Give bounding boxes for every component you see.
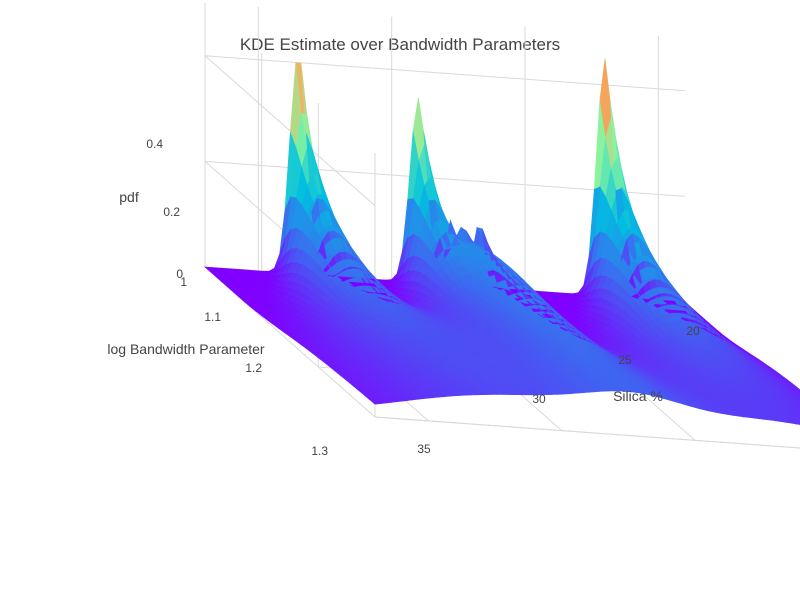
z-tick-label: 0.4 (146, 137, 163, 151)
surface-patch (792, 386, 800, 392)
surface-patch (793, 405, 800, 412)
surface-patch (793, 394, 800, 401)
z-axis-title: pdf (119, 189, 139, 205)
grid-line (374, 416, 800, 449)
x-tick-label: 20 (686, 324, 700, 338)
x-tick-label: 25 (618, 353, 632, 367)
y-tick-label: 1.2 (245, 361, 262, 375)
x-axis-title: Silica % (613, 388, 663, 404)
surface-patch (368, 398, 382, 405)
y-tick-label: 1.3 (311, 444, 328, 458)
y-axis: 1 1.1 1.2 1.3 log Bandwidth Parameter (107, 275, 328, 458)
surface-patch (789, 418, 800, 425)
surface-patch (789, 400, 800, 409)
kde-surface (204, 58, 800, 425)
x-tick-label: 30 (532, 392, 546, 406)
surface-patch (788, 404, 800, 413)
surface-patch (789, 413, 800, 421)
surface-patch (794, 398, 800, 405)
surface-patch (794, 414, 800, 420)
z-tick-label: 0.2 (163, 205, 180, 219)
x-axis: 20 25 30 35 Silica % (417, 324, 700, 456)
z-tick-label: 0 (176, 267, 183, 281)
grid-line (204, 55, 686, 92)
surface-patch (793, 391, 800, 398)
chart-title: KDE Estimate over Bandwidth Parameters (240, 35, 560, 54)
x-tick-label: 35 (417, 442, 431, 456)
surface-patch (794, 410, 800, 416)
surface-patch (794, 402, 800, 408)
surface-patch (789, 408, 800, 417)
z-axis: 0.4 0.2 0 pdf (119, 137, 183, 281)
y-tick-label: 1.1 (204, 310, 221, 324)
surface-patch (793, 388, 800, 395)
surface-patch (788, 396, 800, 405)
grid-line (204, 55, 376, 207)
y-tick-label: 1 (180, 275, 187, 289)
y-axis-title: log Bandwidth Parameter (107, 341, 265, 357)
grid-line (374, 416, 800, 449)
